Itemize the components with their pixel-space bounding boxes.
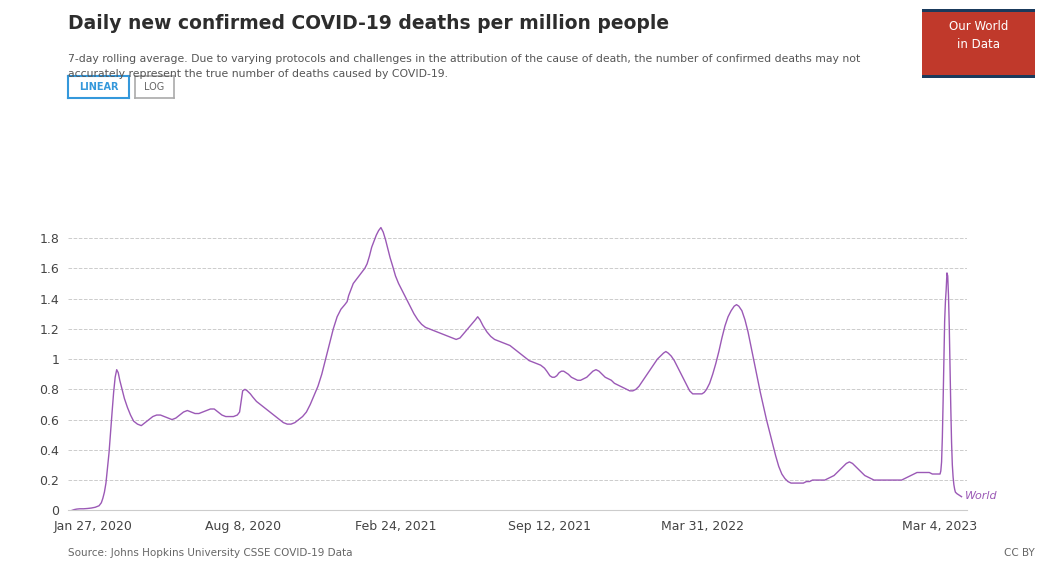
Text: Our World
in Data: Our World in Data [949, 20, 1008, 51]
Text: Source: Johns Hopkins University CSSE COVID-19 Data: Source: Johns Hopkins University CSSE CO… [68, 548, 353, 558]
Text: accurately represent the true number of deaths caused by COVID-19.: accurately represent the true number of … [68, 69, 449, 79]
Text: LOG: LOG [144, 82, 165, 92]
Text: World: World [965, 491, 997, 501]
Text: Daily new confirmed COVID-19 deaths per million people: Daily new confirmed COVID-19 deaths per … [68, 14, 669, 33]
Text: LINEAR: LINEAR [79, 82, 119, 92]
Text: CC BY: CC BY [1005, 548, 1035, 558]
Text: 7-day rolling average. Due to varying protocols and challenges in the attributio: 7-day rolling average. Due to varying pr… [68, 54, 861, 64]
